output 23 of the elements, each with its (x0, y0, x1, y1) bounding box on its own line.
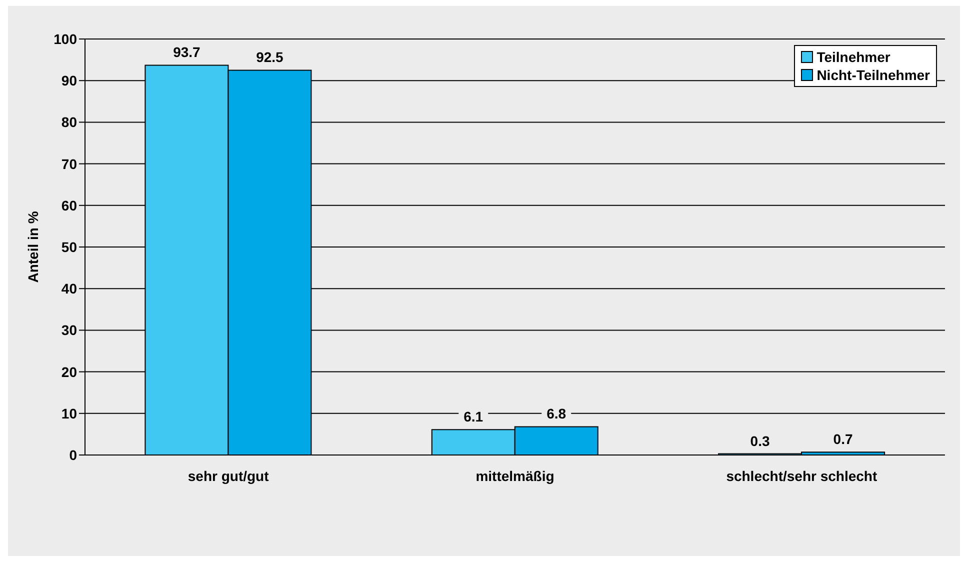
x-tick-label: mittelmäßig (476, 468, 554, 484)
y-tick-label: 100 (54, 30, 78, 47)
y-tick-label: 50 (61, 238, 78, 255)
y-tick-label: 0 (69, 446, 78, 463)
y-tick-label: 20 (61, 364, 78, 380)
x-tick-label: schlecht/sehr schlecht (726, 468, 878, 484)
data-label: 93.7 (173, 44, 201, 60)
legend-label: Teilnehmer (816, 48, 890, 66)
data-label: 6.1 (464, 408, 484, 425)
y-tick-label: 10 (61, 405, 78, 422)
y-tick-label: 60 (61, 197, 78, 214)
y-tick-label: 30 (61, 322, 78, 338)
data-label: 92.5 (256, 49, 284, 66)
y-tick-label: 40 (61, 280, 78, 297)
data-label: 0.7 (833, 431, 853, 448)
y-tick-label: 70 (61, 156, 78, 172)
y-axis-title: Anteil in % (24, 210, 41, 283)
data-label: 0.3 (750, 432, 770, 449)
y-tick-label: 80 (61, 114, 78, 130)
x-tick-label: sehr gut/gut (188, 468, 270, 484)
y-tick-label: 90 (61, 72, 78, 89)
legend-label: Nicht-Teilnehmer (816, 66, 930, 84)
data-label: 6.8 (546, 406, 566, 422)
